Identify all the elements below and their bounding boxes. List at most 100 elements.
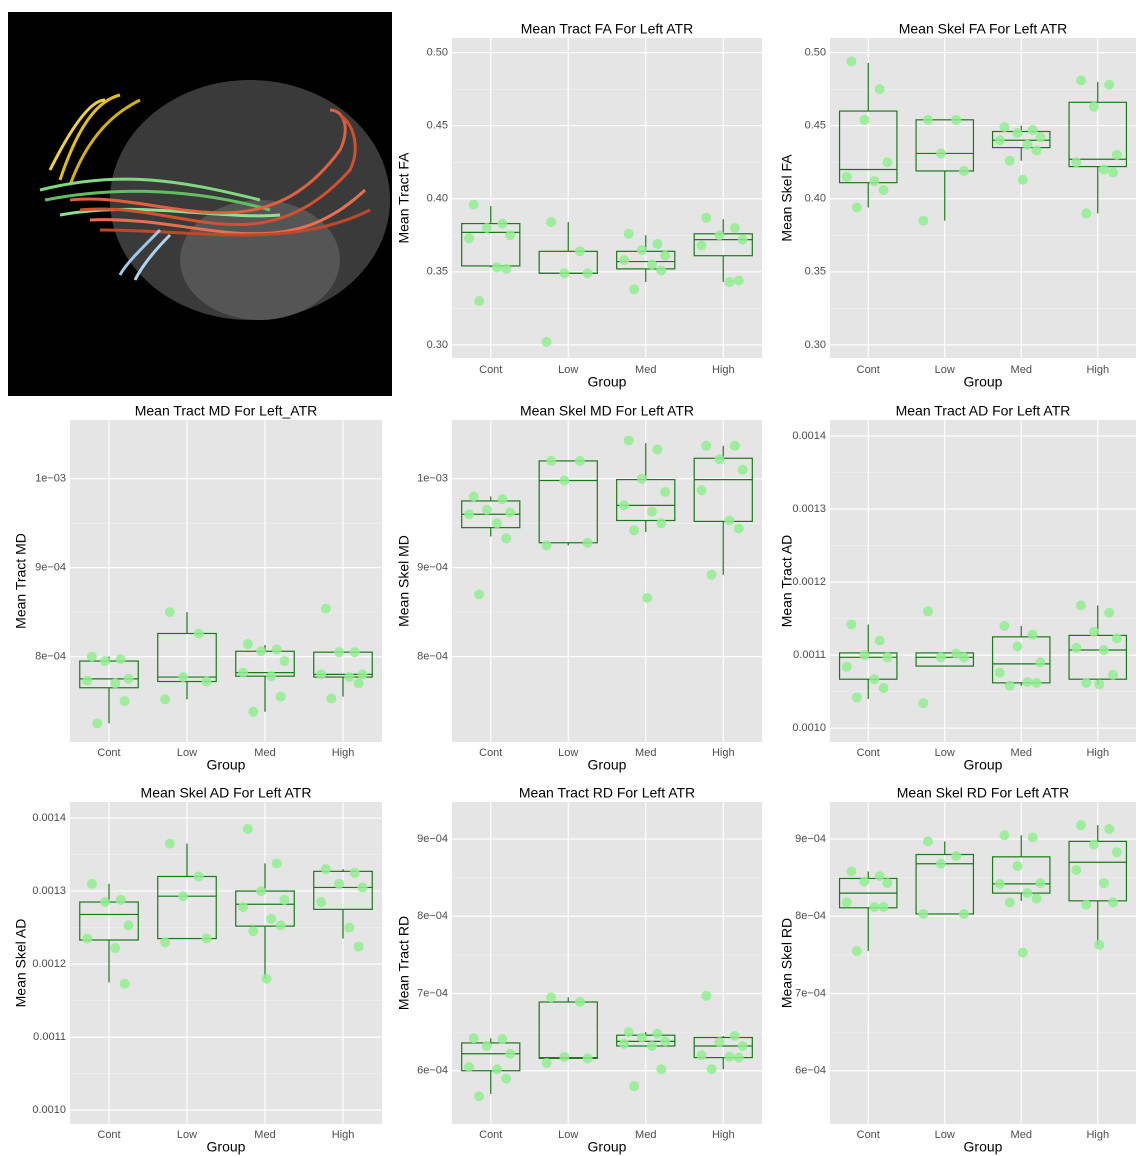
point (1028, 125, 1038, 135)
point (1035, 657, 1045, 667)
point (542, 540, 552, 550)
x-tick-label: High (332, 1129, 355, 1141)
x-tick-label: Med (254, 747, 275, 759)
y-axis-label: Mean Tract MD (13, 533, 29, 629)
chart-panel: 6e−047e−048e−049e−04ContLowMedHighMean T… (396, 785, 762, 1155)
point (923, 836, 933, 846)
point (959, 909, 969, 919)
chart-title: Mean Tract FA For Left ATR (521, 21, 693, 37)
y-tick-label: 0.45 (427, 120, 448, 132)
point (583, 268, 593, 278)
point (697, 485, 707, 495)
point (344, 672, 354, 682)
y-tick-label: 9e−04 (35, 562, 66, 574)
point (276, 920, 286, 930)
point (124, 920, 134, 930)
x-tick-label: Low (558, 747, 578, 759)
point (714, 454, 724, 464)
point (110, 678, 120, 688)
point (738, 1041, 748, 1051)
x-tick-label: Cont (479, 1129, 502, 1141)
y-tick-label: 8e−04 (795, 910, 826, 922)
point (859, 877, 869, 887)
point (869, 674, 879, 684)
point (1081, 208, 1091, 218)
point (482, 1041, 492, 1051)
y-axis-label: Mean Skel FA (779, 154, 795, 242)
point (501, 264, 511, 274)
point (923, 606, 933, 616)
point (660, 487, 670, 497)
point (701, 441, 711, 451)
y-tick-label: 0.0014 (32, 812, 66, 824)
point (859, 115, 869, 125)
point (656, 265, 666, 275)
point (559, 475, 569, 485)
point (546, 456, 556, 466)
point (875, 871, 885, 881)
point (542, 1058, 552, 1068)
plot-background (70, 420, 382, 742)
y-axis-label: Mean Tract FA (396, 152, 412, 244)
point (999, 830, 1009, 840)
point (1035, 878, 1045, 888)
point (482, 223, 492, 233)
point (637, 1033, 647, 1043)
point (869, 176, 879, 186)
point (501, 533, 511, 543)
point (637, 474, 647, 484)
point (1022, 677, 1032, 687)
x-tick-label: Cont (97, 747, 120, 759)
point (647, 507, 657, 517)
x-tick-label: Med (1011, 364, 1032, 376)
point (959, 652, 969, 662)
x-tick-label: High (1086, 1129, 1109, 1141)
point (879, 185, 889, 195)
y-axis-label: Mean Tract RD (396, 916, 412, 1010)
point (852, 692, 862, 702)
point (326, 693, 336, 703)
point (100, 897, 110, 907)
point (464, 509, 474, 519)
plot-background (830, 420, 1136, 742)
point (707, 570, 717, 580)
point (1099, 878, 1109, 888)
point (575, 246, 585, 256)
point (575, 456, 585, 466)
x-tick-label: Low (935, 364, 955, 376)
point (619, 1039, 629, 1049)
x-tick-label: Cont (97, 1129, 120, 1141)
point (882, 878, 892, 888)
x-tick-label: Cont (857, 1129, 880, 1141)
point (951, 115, 961, 125)
point (730, 1031, 740, 1041)
x-tick-label: Med (635, 1129, 656, 1141)
plot-background (830, 802, 1136, 1124)
figure: 0.300.350.400.450.50ContLowMedHighMean T… (0, 0, 1138, 1156)
point (859, 650, 869, 660)
point (619, 255, 629, 265)
chart-panel: 0.300.350.400.450.50ContLowMedHighMean T… (396, 21, 762, 390)
point (546, 217, 556, 227)
point (624, 435, 634, 445)
point (846, 56, 856, 66)
point (734, 276, 744, 286)
point (642, 593, 652, 603)
point (660, 1036, 670, 1046)
y-tick-label: 6e−04 (417, 1065, 448, 1077)
y-tick-label: 0.35 (427, 266, 448, 278)
point (714, 1037, 724, 1047)
point (542, 337, 552, 347)
point (995, 879, 1005, 889)
point (1099, 645, 1109, 655)
point (344, 923, 354, 933)
point (923, 115, 933, 125)
point (936, 652, 946, 662)
point (334, 879, 344, 889)
point (469, 1033, 479, 1043)
y-tick-label: 0.40 (805, 193, 826, 205)
point (202, 934, 212, 944)
chart-title: Mean Skel RD For Left ATR (897, 785, 1069, 801)
point (316, 897, 326, 907)
